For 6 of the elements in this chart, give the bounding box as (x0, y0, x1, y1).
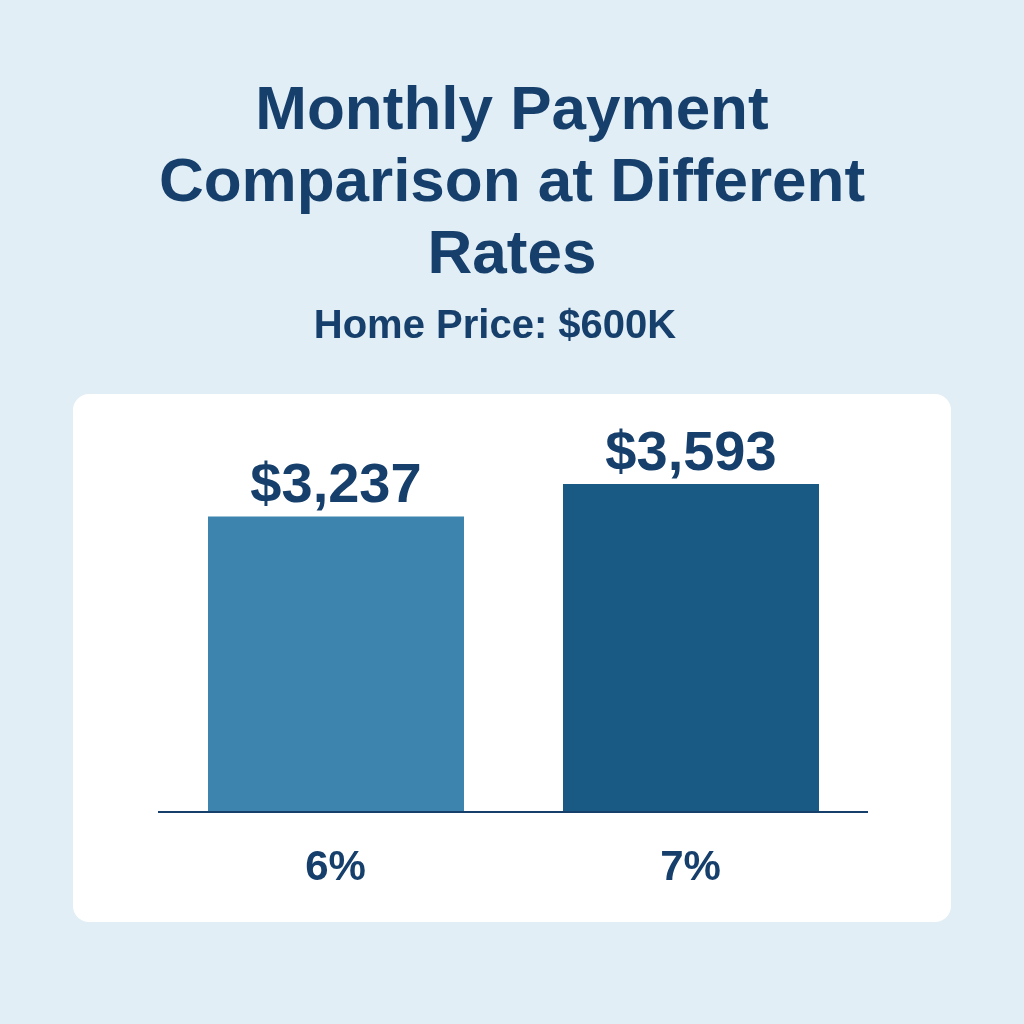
x-tick-label: 7% (660, 841, 721, 889)
chart-title: Monthly Payment Comparison at Different Rates (157, 72, 867, 288)
data-label: $3,593 (605, 419, 777, 482)
chart-subtitle: Home Price: $600K (312, 302, 678, 347)
x-tick-label: 6% (305, 841, 366, 889)
data-label: $3,237 (250, 451, 422, 515)
